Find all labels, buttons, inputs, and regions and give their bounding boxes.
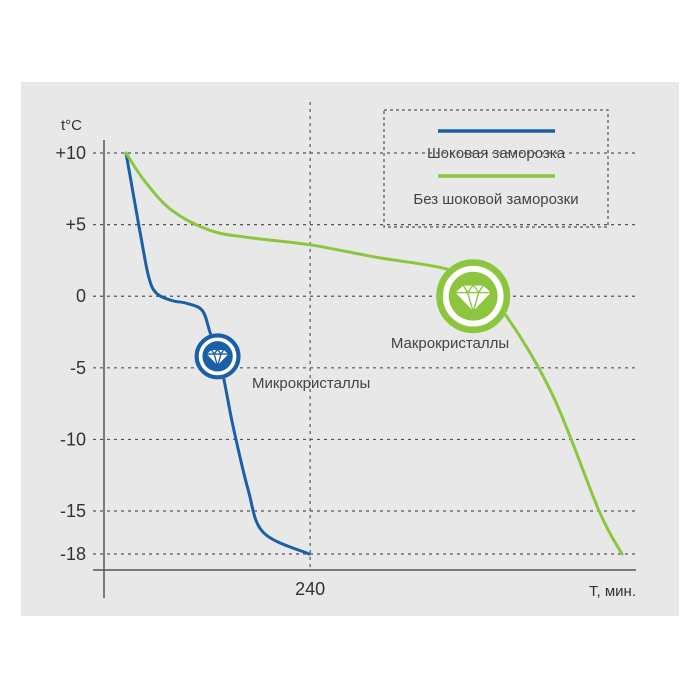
- y-tick-label: -15: [60, 501, 86, 521]
- y-tick-label: 0: [76, 286, 86, 306]
- y-axis-label: t°C: [61, 117, 82, 134]
- legend: Шоковая заморозка Без шоковой заморозки: [383, 109, 609, 228]
- series-line-2: [124, 151, 624, 556]
- y-tick-label: -10: [60, 429, 86, 449]
- x-axis-label: T, мин.: [589, 583, 636, 600]
- series-line-1: [124, 151, 311, 556]
- y-tick-label: -18: [60, 544, 86, 564]
- y-tick-label: -5: [70, 358, 86, 378]
- labels: +10 +5 0 -5 -10 -15 -18 240 t°C T, мин. Микрокрист…: [55, 117, 636, 600]
- grid-lines: [93, 102, 636, 570]
- axes: [93, 140, 636, 598]
- crystal-icon: [436, 259, 511, 334]
- chart-background: [21, 82, 679, 616]
- annotation-label: Микрокристаллы: [252, 375, 370, 392]
- legend-label: Без шоковой заморозки: [413, 191, 578, 208]
- series-lines: [124, 151, 624, 556]
- y-tick-label: +5: [65, 215, 86, 235]
- annotation-label: Макрокристаллы: [391, 335, 509, 352]
- crystal-icon: [194, 333, 241, 380]
- annotations: [194, 259, 511, 380]
- legend-box: [383, 109, 609, 228]
- legend-label: Шоковая заморозка: [427, 145, 566, 162]
- y-tick-label: +10: [55, 143, 86, 163]
- x-tick-label: 240: [295, 579, 325, 599]
